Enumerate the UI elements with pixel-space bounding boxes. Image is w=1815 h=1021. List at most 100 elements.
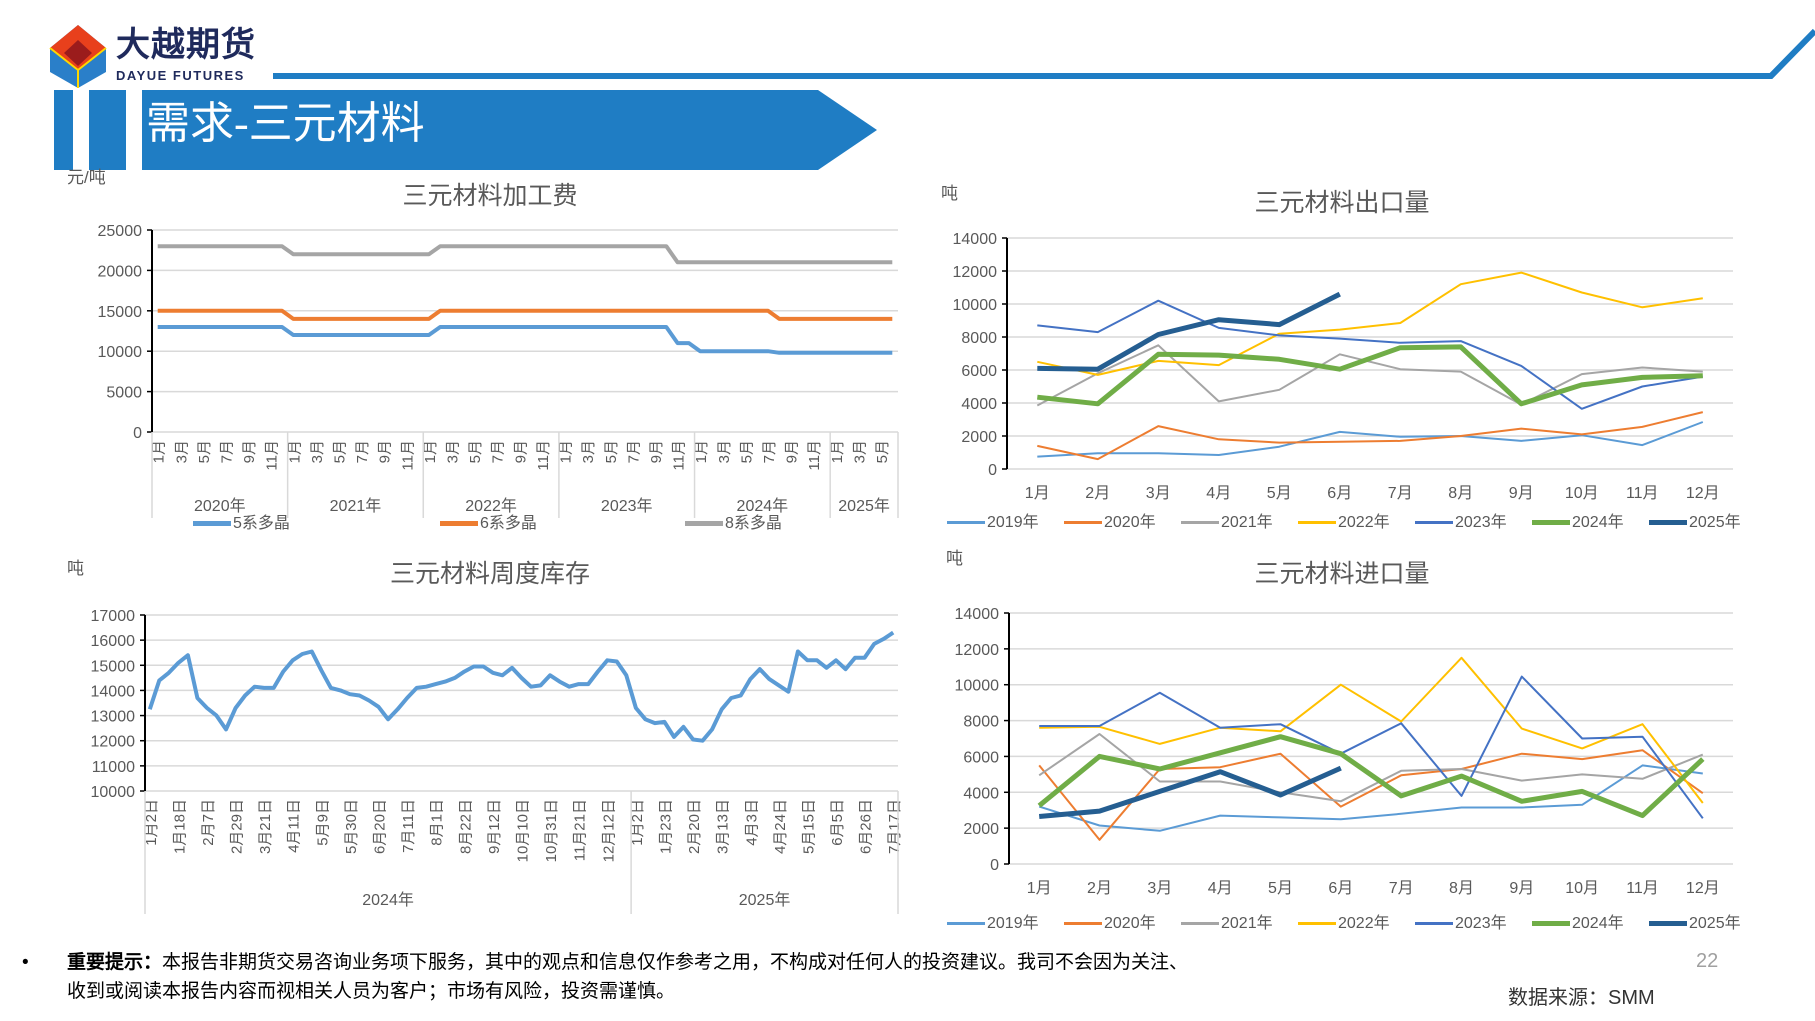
legend-item: 2023年 <box>1415 513 1532 532</box>
x-tick-label: 8月 <box>1449 880 1474 897</box>
legend-item: 2024年 <box>1532 914 1649 933</box>
year-group-label: 2025年 <box>739 891 791 909</box>
series-line-2024年 <box>1037 734 1705 819</box>
x-tick-label: 10月31日 <box>543 799 560 862</box>
disclaimer-text-2: 收到或阅读本报告内容而视相关人员为客户；市场有风险，投资需谨慎。 <box>67 981 676 1002</box>
x-tick-label: 4月11日 <box>286 799 303 853</box>
x-tick-label: 11月 <box>671 440 688 471</box>
x-tick-label: 5月 <box>196 440 213 463</box>
legend-label: 6系多晶 <box>480 515 537 532</box>
legend-swatch <box>440 521 478 526</box>
x-tick-label: 11月 <box>264 440 281 471</box>
y-tick-label: 14000 <box>955 606 1000 623</box>
x-tick-label: 11月 <box>806 440 823 471</box>
x-tick-label: 3月 <box>716 440 733 463</box>
x-tick-label: 9月 <box>1509 880 1534 897</box>
y-tick-label: 6000 <box>961 363 997 380</box>
x-tick-label: 3月 <box>1147 880 1172 897</box>
x-tick-label: 6月 <box>1327 485 1352 502</box>
y-tick-label: 5000 <box>106 385 142 402</box>
y-tick-label: 4000 <box>961 396 997 413</box>
x-tick-label: 1月 <box>1027 880 1052 897</box>
y-tick-label: 2000 <box>963 821 999 838</box>
legend-label: 2019年 <box>987 514 1039 531</box>
inventory-title: 三元材料周度库存 <box>389 560 591 588</box>
x-tick-label: 5月 <box>874 440 891 463</box>
x-tick-label: 9月 <box>377 440 394 463</box>
x-tick-label: 11月 <box>535 440 552 471</box>
legend-label: 2019年 <box>987 915 1039 932</box>
title-bar-left-2 <box>89 90 126 170</box>
disclaimer-line-1: 重要提示：本报告非期货交易咨询业务项下服务，其中的观点和信息仅作参考之用，不构成… <box>67 951 1188 974</box>
y-tick-label: 10000 <box>953 297 998 314</box>
export-title: 三元材料出口量 <box>1254 189 1430 217</box>
y-tick-label: 11000 <box>92 759 135 776</box>
series-line-6系多晶 <box>157 308 893 321</box>
data-source: 数据来源：SMM <box>1508 987 1655 1009</box>
legend-label: 2023年 <box>1455 514 1507 531</box>
legend-swatch <box>685 521 723 526</box>
series-line-2020年 <box>1037 411 1704 461</box>
year-group-label: 2025年 <box>838 497 890 515</box>
series-line-2019年 <box>1037 421 1704 458</box>
x-tick-label: 8月1日 <box>429 799 446 846</box>
y-tick-label: 15000 <box>98 304 143 321</box>
y-tick-label: 14000 <box>91 683 136 700</box>
series-line-2019年 <box>1038 764 1703 832</box>
page-title: 需求-三元材料 <box>146 99 425 148</box>
legend-swatch <box>1064 521 1102 524</box>
legend-swatch <box>1532 921 1570 926</box>
y-tick-label: 4000 <box>963 785 999 802</box>
y-tick-label: 0 <box>988 462 997 479</box>
y-tick-label: 13000 <box>91 709 136 726</box>
legend-label: 5系多晶 <box>233 515 290 532</box>
logo-icon <box>49 25 107 88</box>
y-tick-label: 0 <box>990 857 999 874</box>
y-tick-label: 10000 <box>955 678 1000 695</box>
x-tick-label: 11月 <box>1626 485 1659 502</box>
y-tick-label: 6000 <box>963 749 999 766</box>
x-tick-label: 3月 <box>851 440 868 463</box>
title-bar-left-1 <box>54 90 73 170</box>
x-tick-label: 11月 <box>399 440 416 471</box>
legend-label: 2025年 <box>1689 514 1741 531</box>
legend-label: 8系多晶 <box>725 515 782 532</box>
x-tick-label: 6月 <box>1328 880 1353 897</box>
x-tick-label: 10月10日 <box>515 799 532 862</box>
y-tick-label: 20000 <box>98 263 143 280</box>
x-tick-label: 1月 <box>829 440 846 463</box>
year-group-label: 2020年 <box>194 497 246 515</box>
x-tick-label: 2月7日 <box>200 799 217 846</box>
x-tick-label: 3月 <box>1146 485 1171 502</box>
x-tick-label: 4月24日 <box>772 799 789 854</box>
processing-fee-title: 三元材料加工费 <box>402 182 578 210</box>
legend-swatch <box>1649 921 1687 926</box>
series-line-2024年 <box>1037 344 1703 407</box>
series-line-5系多晶 <box>157 325 893 355</box>
x-tick-label: 5月15日 <box>800 799 817 854</box>
x-tick-label: 10月 <box>1565 485 1599 502</box>
logo-text-cn: 大越期货 <box>116 26 256 64</box>
x-tick-label: 9月 <box>648 440 665 463</box>
x-tick-label: 4月 <box>1206 485 1231 502</box>
x-tick-label: 6月26日 <box>858 799 875 854</box>
series-line-2022年 <box>1039 656 1704 804</box>
x-tick-label: 5月 <box>603 440 620 463</box>
x-tick-label: 1月 <box>422 440 439 463</box>
y-tick-label: 25000 <box>98 223 143 240</box>
processing-fee-unit: 元/吨 <box>67 168 106 187</box>
legend-label: 2021年 <box>1221 514 1273 531</box>
year-group-label: 2021年 <box>330 497 382 515</box>
series-line-2021年 <box>1038 733 1704 803</box>
x-tick-label: 7月 <box>1389 880 1414 897</box>
legend-swatch <box>1181 922 1219 925</box>
legend-swatch <box>193 521 231 526</box>
legend-swatch <box>1415 922 1453 925</box>
x-tick-label: 3月 <box>445 440 462 463</box>
legend-swatch <box>1064 922 1102 925</box>
x-tick-label: 1月23日 <box>657 799 674 854</box>
x-tick-label: 9月 <box>241 440 258 463</box>
y-tick-label: 2000 <box>961 429 997 446</box>
legend-swatch <box>1532 520 1570 525</box>
